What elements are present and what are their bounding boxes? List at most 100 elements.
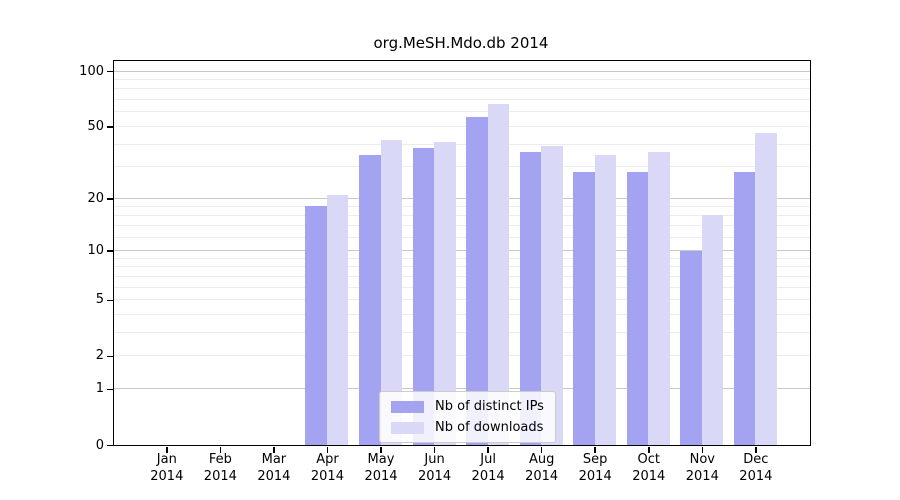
month-name: Feb — [208, 452, 232, 467]
plot-area: Nb of distinct IPs Nb of downloads — [113, 60, 811, 446]
bar-distinct-ips-nov — [680, 250, 702, 445]
legend-item-distinct-ips: Nb of distinct IPs — [391, 399, 544, 414]
month-name: Sep — [582, 452, 608, 467]
x-tick-mark-sep — [594, 447, 596, 453]
y-tick-label-50: 50 — [87, 118, 104, 134]
month-name: Mar — [261, 452, 287, 467]
gridline-minor-8 — [114, 266, 810, 268]
y-tick-label-0: 0 — [95, 437, 104, 453]
legend: Nb of distinct IPs Nb of downloads — [379, 391, 556, 443]
y-tick-label-1: 1 — [95, 381, 104, 397]
x-tick-mark-jan — [166, 447, 168, 453]
x-tick-mark-apr — [326, 447, 329, 453]
gridline-minor-16 — [114, 214, 810, 216]
x-tick-label-feb: Feb 2014 — [188, 451, 252, 485]
month-year: 2014 — [632, 469, 666, 484]
x-tick-mark-mar — [273, 447, 275, 453]
gridline-minor-90 — [114, 78, 810, 80]
x-tick-label-jun: Jun 2014 — [403, 451, 467, 485]
month-year: 2014 — [310, 469, 344, 484]
gridline-minor-5 — [114, 299, 810, 301]
gridline-minor-50 — [114, 125, 810, 127]
x-tick-mark-jul — [487, 447, 489, 453]
month-name: Jul — [480, 452, 496, 467]
y-tick-label-5: 5 — [95, 292, 104, 308]
x-tick-mark-may — [380, 447, 382, 453]
gridline-minor-40 — [114, 143, 810, 145]
bar-downloads-jul — [487, 104, 510, 445]
y-tick-mark-0 — [107, 444, 114, 447]
y-tick-mark-10 — [107, 250, 114, 252]
gridline-minor-12 — [114, 236, 810, 238]
gridline-minor-3 — [114, 332, 810, 334]
gridline-minor-30 — [114, 166, 810, 168]
y-tick-mark-1 — [107, 388, 114, 391]
legend-label-downloads: Nb of downloads — [435, 420, 544, 435]
month-name: Dec — [743, 452, 769, 467]
bar-downloads-sep — [594, 154, 617, 445]
month-year: 2014 — [418, 469, 452, 484]
gridline-minor-60 — [114, 111, 810, 113]
gridline-minor-18 — [114, 205, 810, 207]
x-tick-label-apr: Apr 2014 — [295, 451, 359, 485]
bar-distinct-ips-may — [359, 154, 381, 445]
legend-item-downloads: Nb of downloads — [391, 420, 544, 435]
gridline-minor-4 — [114, 314, 810, 316]
y-tick-label-100: 100 — [79, 63, 104, 79]
x-tick-label-aug: Aug 2014 — [510, 451, 574, 485]
bar-distinct-ips-jun — [412, 148, 435, 445]
bar-downloads-aug — [541, 146, 563, 445]
bar-downloads-oct — [648, 152, 670, 445]
x-tick-mark-aug — [540, 447, 543, 453]
month-name: Apr — [316, 452, 339, 467]
bar-distinct-ips-aug — [519, 152, 542, 445]
month-name: Aug — [528, 452, 555, 467]
month-year: 2014 — [685, 469, 719, 484]
month-year: 2014 — [150, 469, 184, 484]
month-name: Nov — [689, 452, 715, 467]
x-tick-label-may: May 2014 — [349, 451, 413, 485]
gridline-minor-70 — [114, 99, 810, 101]
x-tick-mark-feb — [219, 447, 222, 453]
month-name: Jan — [156, 452, 177, 467]
month-name: Jun — [424, 452, 445, 467]
y-tick-mark-2 — [107, 355, 114, 358]
bar-distinct-ips-oct — [626, 172, 649, 445]
y-tick-mark-20 — [107, 198, 114, 200]
bar-downloads-may — [380, 140, 402, 445]
legend-label-distinct-ips: Nb of distinct IPs — [435, 399, 544, 414]
gridline-minor-2 — [114, 355, 810, 357]
y-tick-mark-5 — [107, 299, 114, 302]
bar-distinct-ips-apr — [305, 206, 327, 445]
bar-distinct-ips-jul — [466, 117, 488, 445]
y-tick-label-2: 2 — [95, 348, 104, 364]
month-year: 2014 — [525, 469, 559, 484]
legend-swatch-distinct-ips-icon — [391, 400, 424, 413]
bar-downloads-apr — [326, 194, 349, 445]
bar-downloads-jun — [434, 142, 456, 445]
gridline-major-100 — [114, 70, 810, 72]
x-tick-label-dec: Dec 2014 — [724, 451, 788, 485]
month-year: 2014 — [364, 469, 398, 484]
chart-title: org.MeSH.Mdo.db 2014 — [373, 34, 549, 52]
y-tick-mark-50 — [107, 126, 114, 128]
month-year: 2014 — [471, 469, 505, 484]
gridline-minor-14 — [114, 225, 810, 227]
x-tick-mark-nov — [701, 447, 704, 453]
month-year: 2014 — [203, 469, 237, 484]
gridline-major-1 — [114, 388, 810, 390]
month-year: 2014 — [739, 469, 773, 484]
gridline-minor-80 — [114, 88, 810, 90]
x-tick-mark-dec — [755, 447, 757, 453]
y-tick-label-10: 10 — [87, 243, 104, 259]
x-tick-label-jan: Jan 2014 — [135, 451, 199, 485]
bar-distinct-ips-dec — [733, 172, 756, 445]
gridline-minor-9 — [114, 257, 810, 259]
bar-downloads-nov — [701, 215, 724, 445]
x-tick-label-nov: Nov 2014 — [670, 451, 734, 485]
month-name: May — [367, 452, 395, 467]
legend-swatch-downloads-icon — [391, 421, 424, 434]
x-tick-label-sep: Sep 2014 — [563, 451, 627, 485]
gridline-minor-7 — [114, 275, 810, 277]
